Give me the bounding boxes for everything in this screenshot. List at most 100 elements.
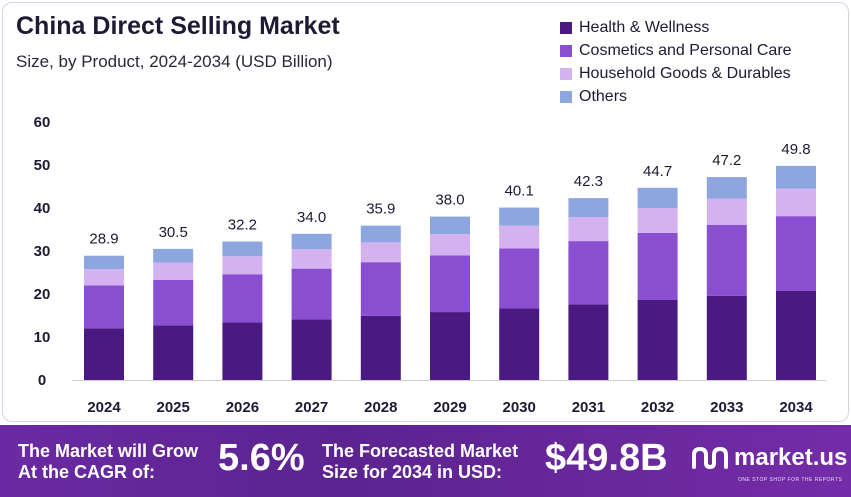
legend-swatch xyxy=(560,90,572,103)
y-tick-label: 30 xyxy=(34,243,51,260)
bar-segment xyxy=(360,225,401,243)
x-tick-label: 2032 xyxy=(641,399,674,416)
brand-tagline: ONE STOP SHOP FOR THE REPORTS xyxy=(738,477,843,483)
bar-segment xyxy=(153,325,194,380)
bar-segment xyxy=(430,216,470,235)
chart-subtitle: Size, by Product, 2024-2034 (USD Billion… xyxy=(16,52,333,71)
bar-segment xyxy=(291,268,332,320)
legend-item-cosmetics: Cosmetics and Personal Care xyxy=(560,39,792,62)
bar-segment xyxy=(360,242,401,263)
bar-segment xyxy=(776,188,816,217)
x-tick-label: 2024 xyxy=(87,399,121,416)
legend-label: Others xyxy=(579,87,628,105)
bar-total-label: 42.3 xyxy=(574,173,603,190)
legend-label: Cosmetics and Personal Care xyxy=(579,41,792,59)
legend-swatch xyxy=(560,44,572,57)
bar-segment xyxy=(637,232,678,301)
legend-swatch xyxy=(560,21,572,34)
bar-segment xyxy=(776,165,816,189)
bar-total-label: 34.0 xyxy=(297,209,326,226)
x-tick-label: 2025 xyxy=(157,399,190,416)
cagr-value: 5.6% xyxy=(218,437,305,479)
bar-total-label: 32.2 xyxy=(228,217,257,234)
bar-total-label: 28.9 xyxy=(89,231,118,248)
legend-item-others: Others xyxy=(560,85,792,108)
bar-segment xyxy=(153,279,194,326)
x-tick-label: 2034 xyxy=(779,399,813,416)
bar-segment xyxy=(222,256,263,275)
bar-segment xyxy=(568,241,609,305)
bar-segment xyxy=(222,274,263,323)
bar-segment xyxy=(706,224,747,296)
bar-segment xyxy=(499,248,540,309)
bar-segment xyxy=(430,255,470,313)
y-tick-label: 40 xyxy=(34,200,51,217)
cagr-label: The Market will Grow At the CAGR of: xyxy=(18,441,198,483)
bar-segment xyxy=(84,285,124,329)
y-tick-label: 0 xyxy=(38,372,46,389)
cagr-label-line1: The Market will Grow xyxy=(18,441,199,461)
x-tick-label: 2027 xyxy=(295,399,328,416)
forecast-label-line1: The Forecasted Market xyxy=(322,441,519,461)
x-tick-label: 2031 xyxy=(572,399,605,416)
y-tick-label: 20 xyxy=(34,286,51,303)
x-tick-label: 2029 xyxy=(433,399,466,416)
forecast-value: $49.8B xyxy=(545,437,668,479)
bar-segment xyxy=(153,262,194,280)
bar-segment xyxy=(706,295,747,380)
bar-segment xyxy=(499,207,540,226)
bar-segment xyxy=(568,198,609,218)
bar-total-label: 35.9 xyxy=(366,201,395,218)
bar-segment xyxy=(499,308,540,380)
bar-segment xyxy=(568,304,609,380)
bar-segment xyxy=(637,300,678,380)
x-tick-label: 2026 xyxy=(226,399,259,416)
bar-segment xyxy=(637,208,678,233)
bar-segment xyxy=(499,225,540,249)
y-tick-label: 10 xyxy=(34,329,51,346)
footer-banner: The Market will Grow At the CAGR of: 5.6… xyxy=(0,425,851,497)
bar-total-label: 49.8 xyxy=(781,141,810,158)
bar-segment xyxy=(360,262,401,316)
bar-segment xyxy=(291,249,332,269)
legend-label: Household Goods & Durables xyxy=(579,64,791,82)
brand-logo: market.us xyxy=(690,443,847,473)
legend: Health & Wellness Cosmetics and Personal… xyxy=(560,16,792,108)
bar-total-label: 47.2 xyxy=(712,152,741,169)
bar-segment xyxy=(706,177,747,199)
bar-segment xyxy=(222,322,263,380)
bar-segment xyxy=(360,315,401,380)
x-tick-label: 2033 xyxy=(710,399,743,416)
legend-swatch xyxy=(560,67,572,80)
bar-segment xyxy=(430,312,470,380)
bar-total-label: 40.1 xyxy=(505,183,534,200)
y-tick-label: 60 xyxy=(34,114,51,131)
bar-total-label: 44.7 xyxy=(643,163,672,180)
cagr-label-line2: At the CAGR of: xyxy=(18,462,155,482)
bar-segment xyxy=(291,319,332,380)
x-tick-label: 2030 xyxy=(503,399,536,416)
legend-label: Health & Wellness xyxy=(579,18,710,36)
forecast-label: The Forecasted Market Size for 2034 in U… xyxy=(322,441,518,483)
bar-segment xyxy=(84,269,124,286)
chart-title: China Direct Selling Market xyxy=(16,12,340,40)
x-tick-label: 2028 xyxy=(364,399,397,416)
bar-segment xyxy=(84,255,124,270)
legend-item-household: Household Goods & Durables xyxy=(560,62,792,85)
y-tick-label: 50 xyxy=(34,157,51,174)
bar-segment xyxy=(776,216,816,291)
bar-segment xyxy=(430,234,470,256)
bar-total-label: 30.5 xyxy=(159,224,188,241)
bar-segment xyxy=(568,217,609,242)
bar-total-label: 38.0 xyxy=(435,192,464,209)
legend-item-health-wellness: Health & Wellness xyxy=(560,16,792,39)
bar-segment xyxy=(222,241,263,257)
brand-name: market.us xyxy=(734,444,848,471)
bar-segment xyxy=(291,233,332,250)
bar-segment xyxy=(776,290,816,380)
market-us-logo-icon xyxy=(692,446,728,470)
bar-segment xyxy=(84,328,124,380)
bar-segment xyxy=(153,248,194,263)
forecast-label-line2: Size for 2034 in USD: xyxy=(322,462,503,482)
bar-segment xyxy=(637,187,678,208)
